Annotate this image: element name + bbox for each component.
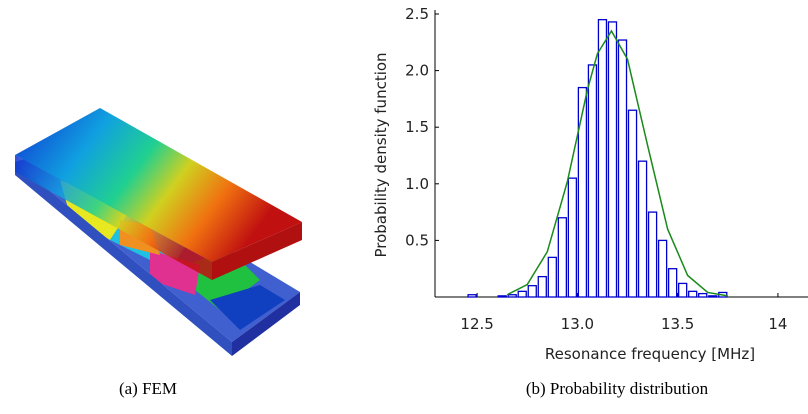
y-axis-label: Probability density function (372, 52, 390, 257)
histogram-bar (618, 40, 626, 297)
density-curve (507, 31, 728, 296)
y-tick-label: 2.5 (405, 5, 429, 23)
x-tick-label: 13.5 (661, 315, 694, 333)
histogram-bar (608, 22, 616, 297)
histogram-bar (709, 296, 717, 297)
histogram-bar (498, 296, 506, 297)
fem-illustration (15, 108, 302, 356)
histogram-bar (468, 295, 476, 297)
histogram-bar (588, 65, 596, 297)
histogram-bar (669, 269, 677, 297)
histogram-bar (538, 277, 546, 297)
x-tick-label: 14 (768, 315, 787, 333)
histogram-bar (699, 294, 707, 297)
histogram-bar (528, 286, 536, 297)
histogram-bar (629, 110, 637, 297)
caption: (a) FEM (119, 379, 177, 398)
histogram-bar (598, 20, 606, 297)
histogram-bar (578, 88, 586, 297)
histogram-bar (558, 218, 566, 297)
histogram-bar (679, 283, 687, 297)
histogram-bar (649, 212, 657, 297)
figure-canvas: (a) FEM (b) Probability distribution Res… (0, 0, 808, 414)
x-axis-label: Resonance frequency [MHz] (545, 345, 755, 363)
y-tick-label: 0.5 (405, 231, 429, 249)
histogram-bar (659, 240, 667, 297)
histogram-bar (639, 161, 647, 297)
caption: (b) Probability distribution (526, 379, 709, 398)
histogram-bar (548, 257, 556, 297)
x-tick-label: 12.5 (460, 315, 493, 333)
y-tick-label: 2.0 (405, 62, 429, 80)
histogram-bar (689, 291, 697, 297)
y-tick-label: 1.0 (405, 175, 429, 193)
figure: (a) FEM (b) Probability distribution Res… (0, 0, 808, 414)
histogram-bar (508, 295, 516, 297)
histogram-bar (568, 178, 576, 297)
x-tick-label: 13.0 (561, 315, 594, 333)
y-tick-label: 1.5 (405, 118, 429, 136)
histogram-bar (518, 291, 526, 297)
